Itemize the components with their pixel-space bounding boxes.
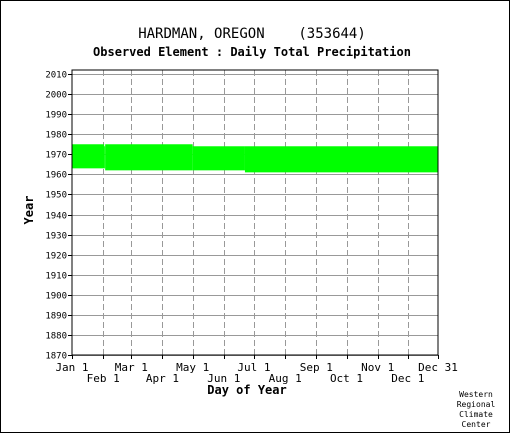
y-tick-label: 1980 (45, 131, 67, 141)
credit-block: Western Regional Climate Center (457, 390, 496, 429)
credit-line-2: Regional (457, 400, 496, 409)
grid-layer (72, 70, 438, 356)
chart-subtitle: Observed Element : Daily Total Precipita… (93, 45, 411, 59)
x-tick-label: May 1 (176, 361, 209, 374)
plot-area-border (71, 69, 439, 356)
data-layer (72, 144, 438, 173)
y-tick-label: 1950 (45, 191, 67, 201)
data-coverage-bar (105, 144, 193, 171)
x-tick-label: Dec 31 (418, 361, 458, 374)
credit-line-3: Climate (459, 410, 493, 419)
y-tick-label: 1920 (45, 252, 67, 262)
y-tick-label: 1970 (45, 151, 67, 161)
y-axis-label: Year (22, 196, 36, 225)
x-tick-label: Jul 1 (237, 361, 270, 374)
data-coverage-bar (244, 146, 438, 173)
y-tick-label: 1990 (45, 111, 67, 121)
y-tick-label: 1960 (45, 171, 67, 181)
x-tick-label: Sep 1 (300, 361, 333, 374)
y-axis-ticks: 1870 1880 1890 1900 1910 1920 1930 1940 1950 1960… (45, 71, 72, 362)
x-tick-label: Jan 1 (55, 361, 88, 374)
x-axis-label: Day of Year (207, 383, 286, 397)
data-coverage-bar (72, 144, 105, 169)
x-axis-ticks: Jan 1 Mar 1 May 1 Jul 1 Sep 1 Nov 1 Dec 31 Feb … (55, 355, 458, 385)
x-tick-label: Oct 1 (330, 372, 363, 385)
x-tick-label: Aug 1 (269, 372, 302, 385)
y-tick-label: 1880 (45, 332, 67, 342)
x-tick-label: Nov 1 (361, 361, 394, 374)
chart-title: HARDMAN, OREGON (353644) (138, 26, 366, 42)
credit-line-1: Western (459, 390, 493, 399)
y-tick-label: 1910 (45, 272, 67, 282)
y-tick-label: 2010 (45, 71, 67, 81)
data-coverage-bar (192, 146, 245, 171)
credit-line-4: Center (462, 420, 491, 429)
data-coverage-bar (104, 146, 106, 169)
y-tick-label: 2000 (45, 91, 67, 101)
x-tick-label: Dec 1 (391, 372, 424, 385)
y-tick-label: 1940 (45, 212, 67, 222)
x-tick-label: Mar 1 (115, 361, 148, 374)
y-tick-label: 1870 (45, 352, 67, 362)
x-tick-label: Apr 1 (146, 372, 179, 385)
y-tick-label: 1900 (45, 292, 67, 302)
y-tick-label: 1930 (45, 232, 67, 242)
y-tick-label: 1890 (45, 312, 67, 322)
x-tick-label: Jun 1 (207, 372, 240, 385)
x-tick-label: Feb 1 (87, 372, 120, 385)
